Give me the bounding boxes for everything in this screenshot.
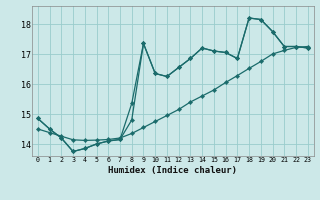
X-axis label: Humidex (Indice chaleur): Humidex (Indice chaleur) [108,166,237,175]
